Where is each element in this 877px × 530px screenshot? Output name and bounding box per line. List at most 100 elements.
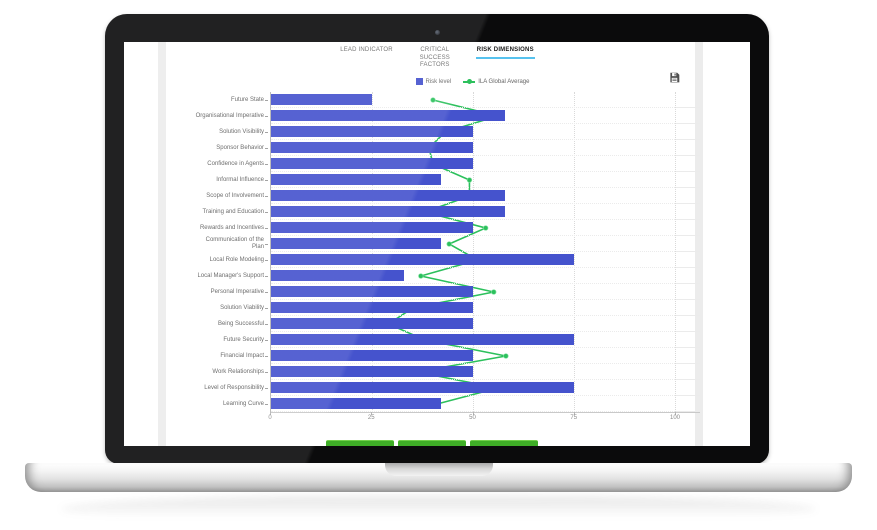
- save-chart-button[interactable]: [668, 71, 681, 84]
- category-row: Organisational Imperative: [124, 108, 268, 124]
- category-row: Rewards and Incentives: [124, 220, 268, 236]
- category-label: Rewards and Incentives: [199, 224, 264, 231]
- category-label: Solution Visibility: [219, 128, 264, 135]
- bar-row: [271, 284, 675, 300]
- category-row: Future Security: [124, 332, 268, 348]
- category-row: Personal Imperative: [124, 284, 268, 300]
- floppy-disk-icon: [670, 72, 680, 83]
- gridline-extension: [676, 92, 700, 412]
- x-tick-label: 50: [469, 415, 476, 421]
- category-label: Scope of Involvement: [206, 192, 264, 199]
- risk-level-bar[interactable]: [271, 174, 441, 185]
- footer-action-button-2[interactable]: [398, 440, 466, 446]
- bar-row: [271, 332, 675, 348]
- risk-level-bar[interactable]: [271, 398, 441, 409]
- legend-label: ILA Global Average: [478, 78, 530, 85]
- bar-row: [271, 204, 675, 220]
- bar-row: [271, 348, 675, 364]
- bar-row: [271, 396, 675, 412]
- risk-level-bar[interactable]: [271, 318, 473, 329]
- bar-row: [271, 300, 675, 316]
- legend-item-global-average[interactable]: ILA Global Average: [463, 79, 529, 85]
- category-row: Informal Influence: [124, 172, 268, 188]
- tab-critical-success-factors[interactable]: CRITICAL SUCCESS FACTORS: [419, 47, 450, 68]
- bar-row: [271, 140, 675, 156]
- y-tick-mark: [265, 243, 268, 245]
- category-row: Solution Viability: [124, 300, 268, 316]
- x-tick-label: 100: [669, 415, 681, 421]
- average-point[interactable]: [430, 97, 436, 103]
- risk-level-bar[interactable]: [271, 222, 473, 233]
- y-tick-mark: [265, 99, 268, 101]
- bar-row: [271, 156, 675, 172]
- risk-level-bar[interactable]: [271, 270, 405, 281]
- bar-row: [271, 316, 675, 332]
- category-label: Personal Imperative: [210, 288, 264, 295]
- category-label: Being Successful: [217, 320, 264, 327]
- category-label: Solution Viability: [220, 304, 264, 311]
- risk-level-bar[interactable]: [271, 334, 574, 345]
- risk-level-bar[interactable]: [271, 158, 473, 169]
- category-label: Financial Impact: [220, 352, 264, 359]
- category-label: Local Role Modeling: [209, 256, 264, 263]
- bar-row: [271, 236, 675, 252]
- laptop-screen: LEAD INDICATOR CRITICAL SUCCESS FACTORS …: [124, 42, 750, 446]
- risk-level-bar[interactable]: [271, 110, 506, 121]
- average-point[interactable]: [503, 353, 509, 359]
- average-point[interactable]: [418, 273, 424, 279]
- y-tick-mark: [265, 131, 268, 133]
- x-tick-label: 0: [268, 415, 272, 421]
- risk-level-bar[interactable]: [271, 126, 473, 137]
- category-row: Confidence in Agents: [124, 156, 268, 172]
- average-point[interactable]: [491, 289, 497, 295]
- risk-level-bar[interactable]: [271, 382, 574, 393]
- laptop-base: [25, 463, 852, 492]
- category-row: Level of Responsibility: [124, 380, 268, 396]
- global-average-line-icon: [463, 79, 476, 84]
- risk-level-bar[interactable]: [271, 350, 473, 361]
- footer-action-button-1[interactable]: [326, 440, 394, 446]
- y-tick-mark: [265, 371, 268, 373]
- tab-risk-dimensions[interactable]: RISK DIMENSIONS: [475, 44, 535, 59]
- bar-row: [271, 108, 675, 124]
- risk-level-bar[interactable]: [271, 238, 441, 249]
- risk-level-bar[interactable]: [271, 142, 473, 153]
- bar-row: [271, 188, 675, 204]
- bar-row: [271, 220, 675, 236]
- category-row: Work Relationships: [124, 364, 268, 380]
- risk-level-bar[interactable]: [271, 206, 506, 217]
- footer-action-button-3[interactable]: [470, 440, 538, 446]
- average-point[interactable]: [466, 177, 473, 183]
- y-tick-mark: [265, 259, 268, 261]
- bar-row: [271, 380, 675, 396]
- category-row: Local Role Modeling: [124, 252, 268, 268]
- x-tick-label: 75: [570, 415, 578, 421]
- x-tick-mark: [675, 412, 676, 415]
- average-point[interactable]: [482, 225, 489, 231]
- risk-level-bar[interactable]: [271, 366, 473, 377]
- bar-row: [271, 268, 675, 284]
- legend-item-risk-level[interactable]: Risk level: [415, 78, 451, 85]
- risk-level-bar[interactable]: [271, 302, 473, 313]
- x-tick-mark: [472, 412, 474, 415]
- x-tick-mark: [371, 412, 373, 415]
- average-point[interactable]: [446, 241, 452, 247]
- bar-row: [271, 364, 675, 380]
- category-label: Communication of the Plan: [205, 237, 264, 250]
- risk-level-bar[interactable]: [271, 190, 506, 201]
- risk-level-bar[interactable]: [271, 254, 574, 265]
- category-row: Financial Impact: [124, 348, 268, 364]
- chart-legend: Risk level ILA Global Average: [270, 78, 675, 85]
- y-tick-mark: [265, 211, 268, 213]
- risk-level-bar[interactable]: [271, 286, 473, 297]
- y-tick-mark: [265, 147, 268, 149]
- y-tick-mark: [265, 115, 268, 117]
- bar-row: [271, 252, 675, 268]
- y-tick-mark: [265, 323, 268, 325]
- risk-level-bar[interactable]: [271, 94, 372, 105]
- category-label: Confidence in Agents: [207, 160, 264, 167]
- y-tick-mark: [265, 195, 268, 197]
- category-row: Training and Education: [124, 204, 268, 220]
- tab-lead-indicator[interactable]: LEAD INDICATOR: [340, 47, 393, 53]
- x-tick-mark: [270, 412, 271, 415]
